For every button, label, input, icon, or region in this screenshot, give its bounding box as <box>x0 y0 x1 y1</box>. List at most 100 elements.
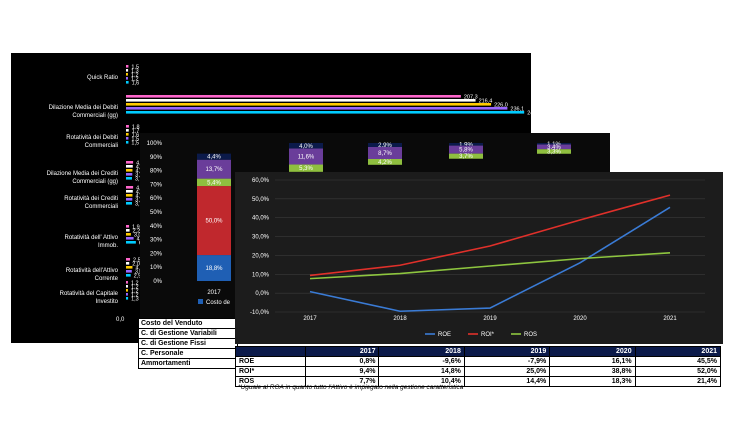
hbar-data-label: 4,4 <box>136 161 144 167</box>
stack-segment <box>289 164 323 172</box>
hbar-bar <box>126 194 133 197</box>
stack-data-label: 4,0% <box>299 144 313 150</box>
line-series-roi <box>309 194 671 277</box>
cost-item: C. di Gestione Variabili <box>138 328 238 339</box>
line-y-tick: -10,0% <box>250 310 270 316</box>
hbar-data-label: 207,3 <box>464 95 478 101</box>
hbar-category-label: Rotatività dell'Attivo <box>66 268 119 274</box>
line-legend-label: ROE <box>438 332 451 338</box>
hbar-bar <box>126 258 131 261</box>
hbar-bar <box>126 266 133 269</box>
line-y-tick: 40,0% <box>252 216 270 222</box>
hbar-bar <box>126 65 129 68</box>
hbar-data-label: 1,3 <box>131 297 139 303</box>
hbar-category-label: Quick Ratio <box>87 75 119 81</box>
hbar-bar <box>126 202 132 205</box>
stack-y-tick: 70% <box>150 182 163 188</box>
hbar-data-label: 1,7 <box>132 129 140 135</box>
hbar-bar <box>126 81 129 84</box>
line-legend-label: ROS <box>524 332 537 338</box>
hbar-bar <box>126 229 130 232</box>
hbar-bar <box>126 141 129 144</box>
profitability-line-panel: 60,0% 50,0% 40,0% 30,0% 20,0% 10,0% 0,0% -10,0%… <box>235 172 723 344</box>
hbar-data-label: 3,7 <box>135 177 143 183</box>
hbar-data-label: 4,0 <box>135 194 143 200</box>
table-row: C. di Gestione Variabili <box>138 328 238 339</box>
hbar-bar <box>126 281 128 284</box>
line-x-tick: 2020 <box>573 316 587 322</box>
hbar-bar <box>126 225 130 228</box>
table-cell: 18,3% <box>549 376 636 387</box>
hbar-data-label: 4,0 <box>135 169 143 175</box>
stack-data-label: 13,7% <box>205 167 223 173</box>
table-row: ROS 7,7% 10,4% 14,4% 18,3% 21,4% <box>234 376 722 387</box>
table-header-cell <box>234 346 307 357</box>
hbar-data-label: 3,9 <box>135 198 143 204</box>
hbar-bar <box>126 77 128 80</box>
stack-segment <box>449 145 483 154</box>
hbar-data-label: 3,0 <box>134 233 142 239</box>
table-cell: 9,4% <box>305 366 380 377</box>
table-cell: 16,1% <box>549 356 636 367</box>
hbar-bar <box>126 274 131 277</box>
line-y-tick: 60,0% <box>252 178 270 184</box>
table-cell: ROI* <box>234 366 307 377</box>
hbar-bar <box>126 111 525 114</box>
hbar-data-label: 1,2 <box>131 285 139 291</box>
stack-data-label: 4,4% <box>207 155 221 161</box>
stack-y-tick: 20% <box>150 251 163 257</box>
hbar-bar <box>126 241 136 244</box>
hbar-category-label: Rotatività dell' Attivo <box>64 235 118 241</box>
cost-item: Costo del Venduto <box>138 318 238 329</box>
hbar-bar <box>126 237 134 240</box>
stack-y-tick: 40% <box>150 224 163 230</box>
hbar-bar <box>126 293 128 296</box>
table-header-cell: 2020 <box>549 346 636 357</box>
stack-x-tick: 2017 <box>207 290 221 296</box>
hbar-data-label: 226,0 <box>494 103 508 109</box>
table-cell: 21,4% <box>634 376 722 387</box>
stack-data-label: 2,9% <box>378 143 392 149</box>
hbar-bar <box>126 73 128 76</box>
hbar-data-label: 1,2 <box>131 77 139 83</box>
hbar-data-label: 1,6 <box>132 81 140 87</box>
hbar-bar <box>126 103 492 106</box>
stack-data-label: 3,7% <box>459 154 473 160</box>
cost-stacked-chart: 100% 90% 80% 70% 60% 50% 40% 30% 20% 10% 0% 18,8% 50… <box>147 141 571 306</box>
line-series-ros <box>309 251 671 280</box>
stack-data-label: 5,3% <box>299 166 313 172</box>
hbar-bar <box>126 177 132 180</box>
hbar-data-label: 4,2 <box>136 190 144 196</box>
hbar-data-label: 246,5 <box>527 111 531 117</box>
table-cell: ROS <box>234 376 307 387</box>
hbar-bar <box>126 137 129 140</box>
hbar-bar <box>126 270 132 273</box>
table-cell: -7,9% <box>463 356 551 367</box>
stack-data-label: 8,7% <box>378 151 392 157</box>
stack-data-label: 18,8% <box>205 266 223 272</box>
stack-y-tick: 100% <box>147 141 163 147</box>
hbar-bar <box>126 107 508 110</box>
line-legend-label: ROI* <box>481 332 495 338</box>
hbar-bar <box>126 165 133 168</box>
stack-y-tick: 60% <box>150 196 163 202</box>
table-cell: ROE <box>234 356 307 367</box>
table-cell: 14,8% <box>378 366 465 377</box>
hbar-bar <box>126 173 133 176</box>
table-header-cell: 2018 <box>378 346 465 357</box>
hbar-category-label: Commerciali <box>85 204 118 210</box>
hbar-data-label: 1,2 <box>131 289 139 295</box>
hbar-data-label: 1,8 <box>132 125 140 131</box>
line-x-tick: 2021 <box>663 316 677 322</box>
hbar-category-label: Corrente <box>95 276 119 282</box>
stack-segment <box>368 147 402 160</box>
hbar-bar <box>126 186 134 189</box>
stack-y-tick: 30% <box>150 238 163 244</box>
hbar-data-label: 3,6 <box>135 270 143 276</box>
stack-data-label: 5,4% <box>207 180 221 186</box>
stack-y-tick: 10% <box>150 265 163 271</box>
table-header-cell: 2019 <box>463 346 551 357</box>
hbar-data-label: 4,4 <box>136 186 144 192</box>
hbar-x-tick: 0,0 <box>116 317 125 323</box>
